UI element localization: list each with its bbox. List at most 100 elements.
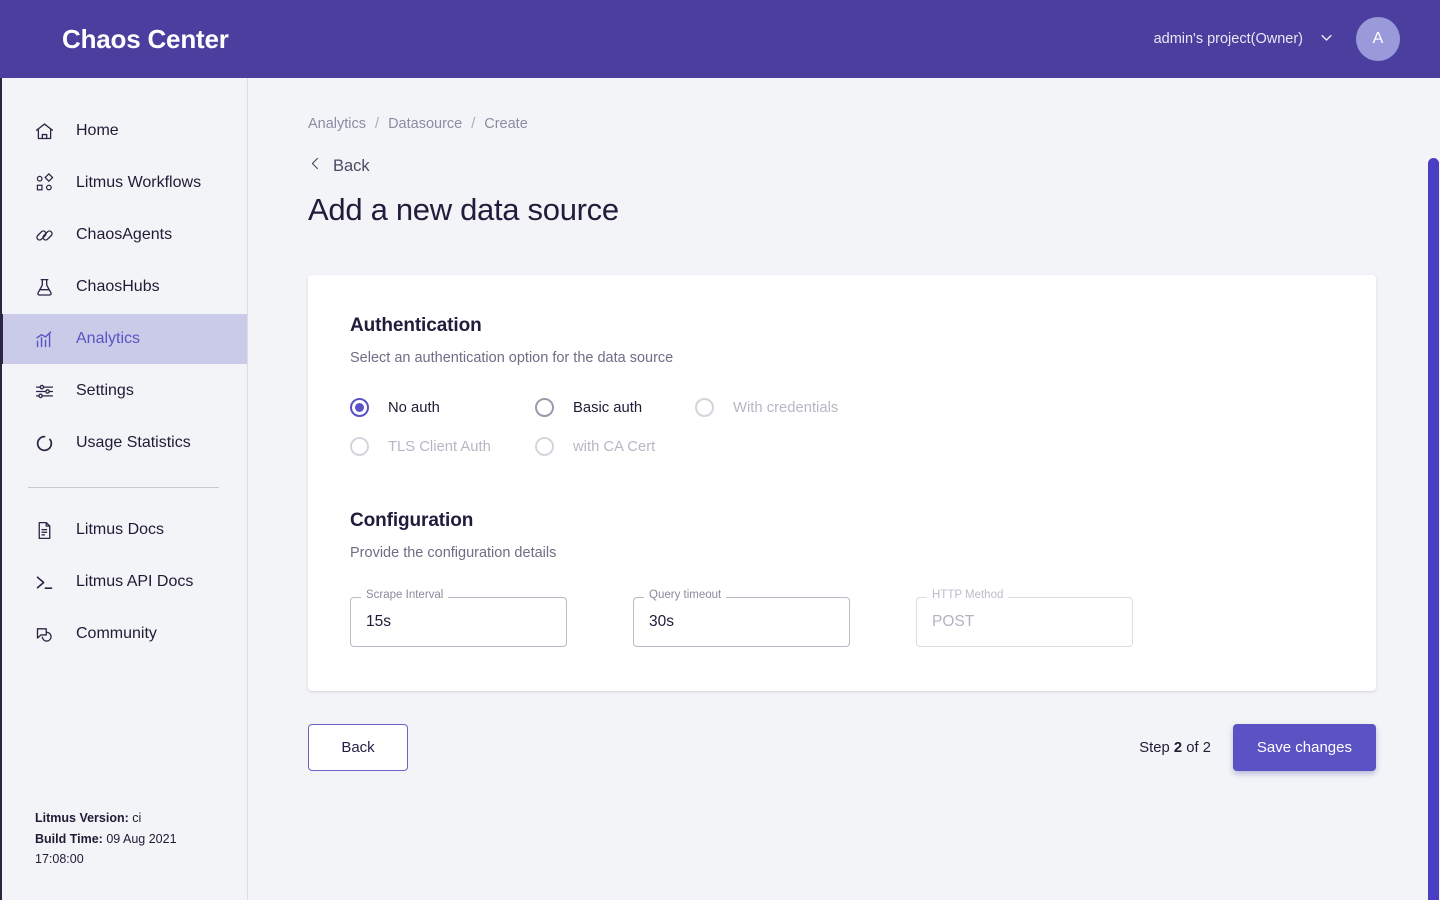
sidebar-item-litmus-api-docs[interactable]: Litmus API Docs [2, 557, 247, 607]
header-right-group: admin's project(Owner) A [1154, 17, 1400, 61]
sidebar: Home Litmus Workflows ChaosAgents [0, 78, 248, 900]
query-timeout-input[interactable]: 30s [633, 597, 850, 647]
radio-dot-icon [350, 398, 369, 417]
radio-option-label: Basic auth [573, 399, 643, 416]
sidebar-item-label: Home [76, 122, 119, 139]
http-method-label: HTTP Method [927, 589, 1009, 601]
back-button[interactable]: Back [308, 724, 408, 771]
back-link[interactable]: Back [308, 156, 370, 176]
project-selector-label: admin's project(Owner) [1153, 31, 1303, 47]
main-content: Analytics / Datasource / Create Back Add… [248, 78, 1440, 900]
radio-option-label: No auth [388, 399, 440, 416]
build-time-line: Build Time: 09 Aug 2021 17:08:00 [35, 829, 227, 870]
step-total: 2 [1202, 739, 1211, 756]
page-scrollbar-thumb[interactable] [1428, 158, 1439, 900]
sidebar-item-label: Settings [76, 382, 134, 399]
back-link-label: Back [333, 156, 370, 175]
radio-option-no-auth[interactable]: No auth [350, 398, 535, 417]
step-middle: of [1186, 739, 1199, 756]
sidebar-item-chaoshubs[interactable]: ChaosHubs [2, 262, 247, 312]
sidebar-item-litmus-docs[interactable]: Litmus Docs [2, 505, 247, 555]
authentication-section-subtitle: Select an authentication option for the … [350, 350, 674, 366]
scrape-interval-input[interactable]: 15s [350, 597, 567, 647]
chat-bubbles-icon [32, 622, 56, 646]
step-indicator: Step 2 of 2 [1139, 740, 1211, 756]
bar-chart-icon [32, 327, 56, 351]
litmus-version-label: Litmus Version: [35, 811, 129, 826]
sidebar-divider [28, 487, 219, 488]
breadcrumb-item-create[interactable]: Create [484, 116, 528, 132]
flask-icon [32, 275, 56, 299]
sidebar-version-info: Litmus Version: ci Build Time: 09 Aug 20… [2, 808, 247, 900]
configuration-section-subtitle: Provide the configuration details [350, 545, 557, 561]
radio-option-basic-auth[interactable]: Basic auth [535, 398, 695, 417]
home-icon [32, 119, 56, 143]
query-timeout-field[interactable]: Query timeout 30s [633, 589, 850, 647]
sidebar-item-home[interactable]: Home [2, 106, 247, 156]
breadcrumb-separator: / [471, 116, 476, 132]
sidebar-item-label: Litmus API Docs [76, 573, 194, 590]
breadcrumb-item-datasource[interactable]: Datasource [388, 116, 463, 132]
sidebar-item-usage-statistics[interactable]: Usage Statistics [2, 418, 247, 468]
sidebar-item-label: Analytics [76, 330, 141, 347]
document-icon [32, 518, 56, 542]
breadcrumb: Analytics / Datasource / Create [308, 116, 1376, 132]
avatar-initial: A [1372, 30, 1384, 47]
radio-option-label: with CA Cert [573, 438, 656, 455]
http-method-input: POST [916, 597, 1133, 647]
build-time-label: Build Time: [35, 831, 103, 846]
sidebar-item-litmus-workflows[interactable]: Litmus Workflows [2, 158, 247, 208]
sidebar-item-label: Usage Statistics [76, 434, 191, 451]
chevron-left-icon [308, 156, 323, 176]
terminal-prompt-icon [32, 570, 56, 594]
query-timeout-label: Query timeout [644, 589, 727, 601]
link-chain-icon [32, 223, 56, 247]
step-current: 2 [1173, 739, 1183, 756]
authentication-section-title: Authentication [350, 315, 482, 336]
scrape-interval-label: Scrape Interval [361, 589, 449, 601]
radio-option-with-credentials: With credentials [695, 398, 1334, 417]
project-selector[interactable]: admin's project(Owner) [1154, 30, 1334, 49]
datasource-form-card: Authentication Select an authentication … [308, 275, 1376, 691]
page-title: Add a new data source [308, 192, 619, 227]
sidebar-item-analytics[interactable]: Analytics [0, 314, 247, 364]
configuration-section-title: Configuration [350, 510, 474, 531]
top-header: Chaos Center admin's project(Owner) A [0, 0, 1440, 78]
sliders-icon [32, 379, 56, 403]
form-actions: Back Step 2 of 2 Save changes [308, 724, 1376, 771]
scrape-interval-field[interactable]: Scrape Interval 15s [350, 589, 567, 647]
sidebar-item-settings[interactable]: Settings [2, 366, 247, 416]
litmus-version-line: Litmus Version: ci [35, 808, 227, 829]
sidebar-item-label: Litmus Workflows [76, 174, 202, 191]
sidebar-nav-secondary: Litmus Docs Litmus API Docs Community [2, 505, 247, 661]
radio-dot-icon [350, 437, 369, 456]
step-prefix: Step [1139, 739, 1170, 756]
http-method-field: HTTP Method POST [916, 589, 1133, 647]
refresh-circle-icon [32, 431, 56, 455]
radio-option-with-ca-cert: with CA Cert [535, 437, 695, 456]
body-row: Home Litmus Workflows ChaosAgents [0, 78, 1440, 900]
sidebar-nav-primary: Home Litmus Workflows ChaosAgents [0, 78, 247, 470]
configuration-fields: Scrape Interval 15s Query timeout 30s HT… [350, 589, 1334, 647]
sidebar-item-label: Community [76, 625, 157, 642]
radio-dot-icon [695, 398, 714, 417]
build-time-value: 09 Aug 2021 17:08:00 [35, 831, 177, 867]
breadcrumb-separator: / [375, 116, 380, 132]
breadcrumb-item-analytics[interactable]: Analytics [308, 116, 367, 132]
radio-option-tls-client-auth: TLS Client Auth [350, 437, 535, 456]
configuration-section: Configuration Provide the configuration … [350, 510, 1334, 647]
workflows-icon [32, 171, 56, 195]
sidebar-item-community[interactable]: Community [2, 609, 247, 659]
sidebar-item-chaosagents[interactable]: ChaosAgents [2, 210, 247, 260]
radio-dot-icon [535, 398, 554, 417]
radio-option-label: TLS Client Auth [388, 438, 491, 455]
sidebar-item-label: ChaosAgents [76, 226, 173, 243]
save-changes-button[interactable]: Save changes [1232, 724, 1376, 771]
authentication-radio-group: No auth Basic auth With credentials TLS … [350, 398, 1334, 456]
chevron-down-icon [1319, 30, 1334, 49]
sidebar-item-label: Litmus Docs [76, 521, 165, 538]
app-brand-title: Chaos Center [62, 23, 229, 54]
page-scrollbar-track[interactable] [1427, 156, 1440, 900]
avatar[interactable]: A [1356, 17, 1400, 61]
